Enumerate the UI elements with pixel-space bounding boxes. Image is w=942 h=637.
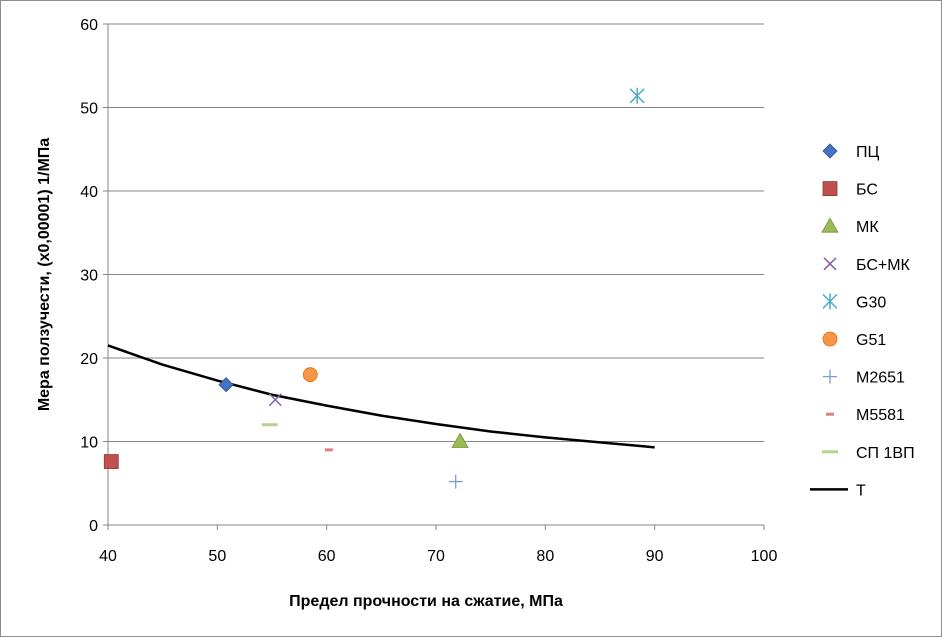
data-point <box>451 432 469 448</box>
y-tick-label: 60 <box>80 17 98 34</box>
x-tick-label: 40 <box>99 548 117 565</box>
marker-square <box>822 181 838 197</box>
legend-label: МК <box>856 219 879 236</box>
legend-label: ПЦ <box>856 144 880 161</box>
legend-item: ПЦ <box>822 143 880 161</box>
legend-item: МК <box>821 217 879 236</box>
x-tick-labels: 40 50 60 70 80 90 100 <box>99 548 777 565</box>
data-point <box>448 474 463 489</box>
legend-label: M2651 <box>856 370 905 387</box>
data-marks <box>103 87 655 489</box>
data-point <box>218 377 234 393</box>
data-point <box>302 367 318 383</box>
legend-swatch <box>822 181 838 197</box>
legend-label: M5581 <box>856 407 905 424</box>
x-tick-label: 100 <box>751 548 778 565</box>
y-tick-label: 40 <box>80 184 98 201</box>
x-tick-label: 70 <box>427 548 445 565</box>
x-tick-label: 50 <box>208 548 226 565</box>
legend-label: G30 <box>856 294 886 311</box>
x-tick-label: 60 <box>318 548 336 565</box>
legend-item: БС+МК <box>823 257 911 274</box>
marker-star <box>629 87 645 104</box>
marker-square <box>103 454 119 469</box>
legend-item: T <box>810 482 866 499</box>
marker-x <box>823 257 837 271</box>
legend-label: БС <box>856 182 878 199</box>
gridlines <box>108 23 764 442</box>
y-tick-label: 20 <box>80 351 98 368</box>
legend-swatch <box>823 369 837 384</box>
y-tick-label: 10 <box>80 435 98 452</box>
legend-item: G30 <box>822 293 886 311</box>
marker-x <box>268 393 282 407</box>
legend-item: БС <box>822 181 878 199</box>
y-tick-labels: 0 10 20 30 40 50 60 <box>80 17 98 535</box>
marker-circle <box>302 367 318 383</box>
legend-label: СП 1ВП <box>856 445 915 462</box>
legend-swatch <box>822 143 838 159</box>
marker-triangle <box>821 217 839 233</box>
marker-diamond <box>822 143 838 159</box>
legend: ПЦ БС МК БС+МК G30 G51 M2651 M5581 СП 1ВП T <box>810 143 915 499</box>
y-tick-label: 30 <box>80 268 98 285</box>
x-tick-label: 80 <box>536 548 554 565</box>
legend-swatch <box>821 217 839 233</box>
legend-label: БС+МК <box>856 257 911 274</box>
legend-item: СП 1ВП <box>822 445 915 462</box>
x-axis-title: Предел прочности на сжатие, МПа <box>289 593 563 610</box>
legend-item: M2651 <box>823 369 905 387</box>
x-tick-label: 90 <box>646 548 664 565</box>
marker-star <box>822 293 838 310</box>
marker-plus <box>823 369 837 384</box>
data-point <box>268 393 282 407</box>
marker-diamond <box>218 377 234 393</box>
legend-swatch <box>822 331 838 347</box>
marker-plus <box>448 474 463 489</box>
marker-circle <box>822 331 838 347</box>
legend-label: G51 <box>856 332 886 349</box>
y-tick-label: 50 <box>80 101 98 118</box>
legend-item: M5581 <box>826 407 905 424</box>
data-point <box>103 454 119 469</box>
axes <box>103 23 765 530</box>
legend-swatch <box>822 293 838 310</box>
legend-label: T <box>856 482 866 499</box>
y-axis-title: Мера ползучести, (x0,00001) 1/МПа <box>36 138 53 411</box>
trend-line-T <box>107 344 655 449</box>
marker-triangle <box>451 432 469 448</box>
legend-item: G51 <box>822 331 886 349</box>
legend-swatch <box>823 257 837 271</box>
data-point <box>629 87 645 104</box>
y-tick-label: 0 <box>89 518 98 535</box>
